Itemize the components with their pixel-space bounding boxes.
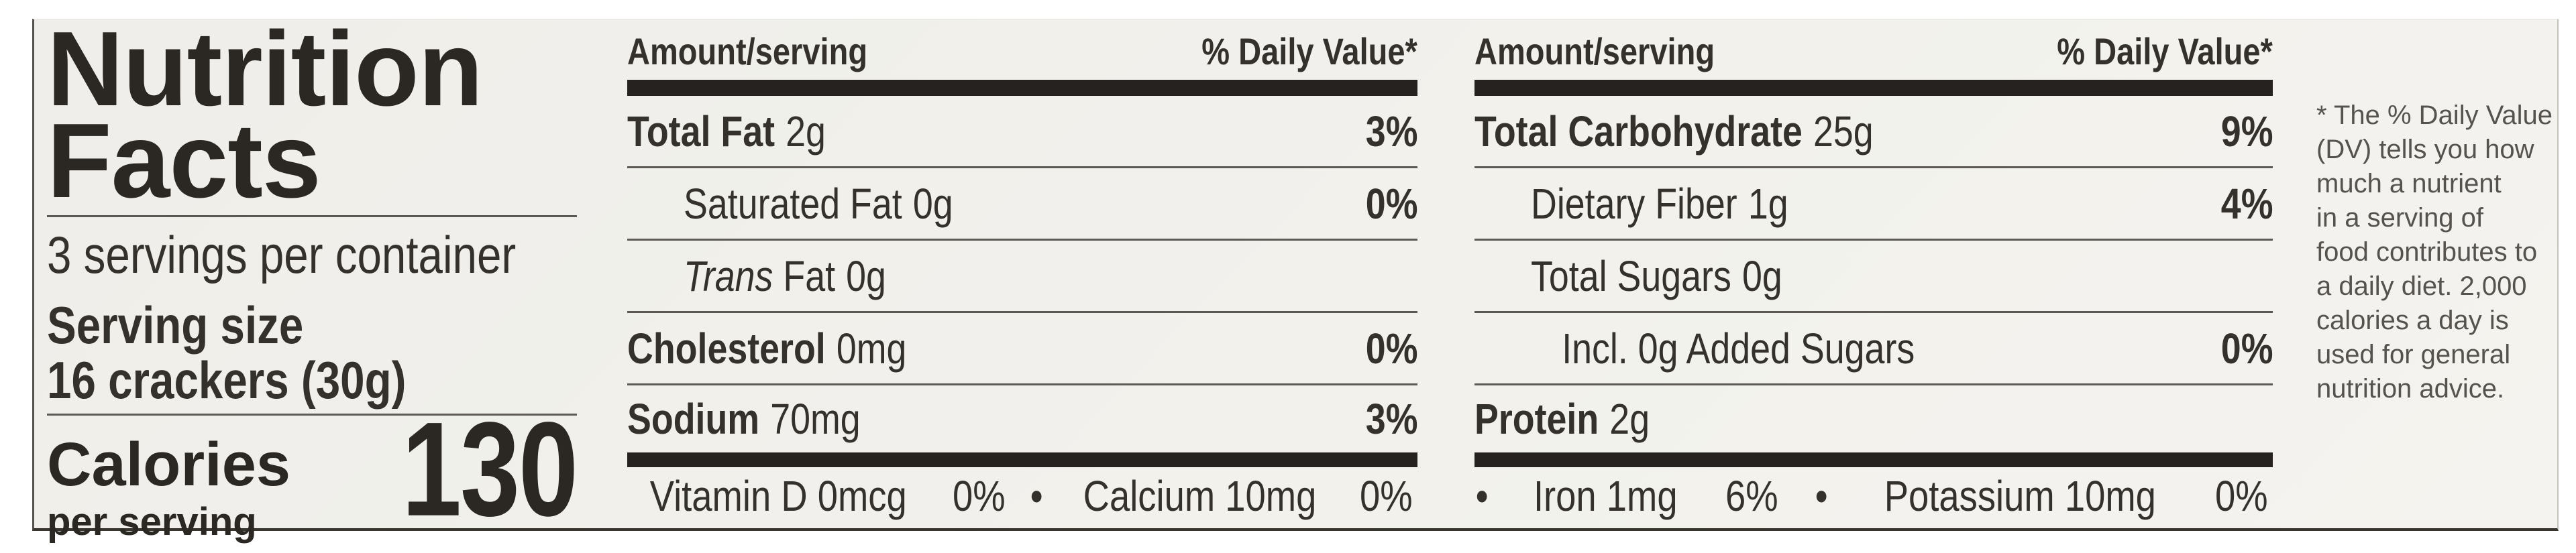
- serving-size-label: Serving size: [47, 296, 304, 355]
- row-cholesterol: Cholesterol 0mg 0%: [627, 313, 1417, 385]
- nutrient-column-2: Amount/serving % Daily Value* Total Carb…: [1474, 19, 2273, 528]
- micronutrient-row-1: Vitamin D 0mcg 0% • Calcium 10mg 0%: [627, 467, 1417, 528]
- bullet-separator: •: [1475, 471, 1489, 520]
- dv-total-fat: 3%: [1365, 107, 1417, 156]
- dv-saturated-fat: 0%: [1365, 179, 1417, 228]
- calcium: Calcium 10mg: [1083, 471, 1317, 520]
- row-total-carbohydrate: Total Carbohydrate 25g 9%: [1474, 96, 2273, 168]
- nutrition-facts-label: Nutrition Facts 3 servings per container…: [32, 10, 2559, 544]
- row-trans-fat: Trans Fat 0g: [627, 241, 1417, 313]
- iron-dv: 6%: [1725, 471, 1778, 520]
- calories-value: 130: [402, 393, 578, 544]
- vitamin-d: Vitamin D 0mcg: [649, 471, 907, 520]
- dv-total-carbohydrate: 9%: [2220, 107, 2273, 156]
- label-title: Nutrition Facts: [47, 10, 483, 221]
- amount-per-serving-header: Amount/serving: [627, 30, 868, 72]
- dv-sodium: 3%: [1365, 395, 1417, 443]
- thick-bar-top: [1474, 80, 2273, 96]
- micronutrient-row-2: • Iron 1mg 6% • Potassium 10mg 0%: [1474, 467, 2273, 528]
- row-saturated-fat: Saturated Fat 0g 0%: [627, 168, 1417, 241]
- calcium-dv: 0%: [1360, 471, 1413, 520]
- potassium: Potassium 10mg: [1884, 471, 2156, 520]
- thick-bar-top: [627, 80, 1417, 96]
- row-protein: Protein 2g: [1474, 395, 1650, 443]
- daily-value-header: % Daily Value*: [1201, 30, 1417, 72]
- thick-bar-bottom: [1474, 452, 2273, 467]
- left-panel: Nutrition Facts 3 servings per container…: [47, 10, 578, 544]
- row-added-sugars: Incl. 0g Added Sugars 0%: [1474, 313, 2273, 385]
- row-total-fat: Total Fat 2g 3%: [627, 96, 1417, 168]
- serving-size-value: 16 crackers (30g): [47, 351, 407, 410]
- calories-label: Calories: [47, 430, 291, 499]
- servings-per-container: 3 servings per container: [47, 225, 517, 284]
- dv-cholesterol: 0%: [1365, 324, 1417, 373]
- nutrient-column-1: Amount/serving % Daily Value* Total Fat 2…: [627, 19, 1417, 528]
- daily-value-header: % Daily Value*: [2057, 30, 2273, 72]
- bullet-separator: •: [1030, 471, 1043, 520]
- row-sodium: Sodium 70mg 3%: [627, 395, 1417, 443]
- divider-under-serving-size: [47, 414, 577, 416]
- bullet-separator: •: [1815, 471, 1828, 520]
- divider-under-title: [47, 215, 577, 217]
- amount-per-serving-header: Amount/serving: [1474, 30, 1715, 72]
- daily-value-footnote: * The % Daily Value (DV) tells you how m…: [2316, 101, 2553, 404]
- potassium-dv: 0%: [2215, 471, 2269, 520]
- iron: Iron 1mg: [1533, 471, 1678, 520]
- calories-sublabel: per serving: [47, 500, 257, 544]
- column1-header: Amount/serving % Daily Value*: [627, 19, 1417, 80]
- row-dietary-fiber: Dietary Fiber 1g 4%: [1474, 168, 2273, 241]
- dv-added-sugars: 0%: [2220, 324, 2273, 373]
- vitamin-d-dv: 0%: [953, 471, 1006, 520]
- thick-bar-bottom: [627, 452, 1417, 467]
- row-total-sugars: Total Sugars 0g: [1474, 241, 2273, 313]
- dv-dietary-fiber: 4%: [2220, 179, 2273, 228]
- column2-header: Amount/serving % Daily Value*: [1474, 19, 2273, 80]
